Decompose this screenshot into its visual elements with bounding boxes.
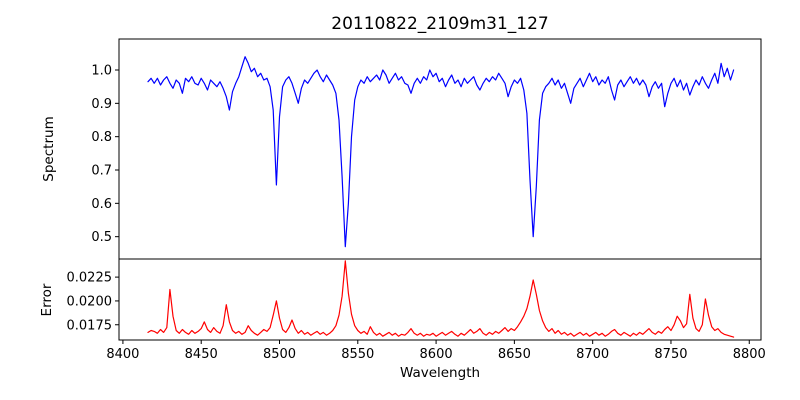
x-axis-label: Wavelength xyxy=(400,365,480,381)
spectrum-y-tick-label: 0.7 xyxy=(91,164,112,179)
error-y-tick-label: 0.0225 xyxy=(67,271,113,286)
x-tick-label: 8450 xyxy=(185,347,218,362)
spectrum-line xyxy=(147,56,735,248)
x-tick-label: 8550 xyxy=(341,347,374,362)
spectrum-y-tick-label: 0.8 xyxy=(91,130,112,145)
figure-title: 20110822_2109m31_127 xyxy=(331,14,548,34)
x-tick-label: 8400 xyxy=(106,347,139,362)
error-y-tick-label: 0.0200 xyxy=(67,294,113,309)
spectrum-y-tick-label: 0.5 xyxy=(91,230,112,245)
spectrum-axes-frame xyxy=(118,38,762,260)
spectrum-y-tick-label: 0.9 xyxy=(91,97,112,112)
x-tick-label: 8600 xyxy=(420,347,453,362)
x-tick-label: 8800 xyxy=(733,347,766,362)
spectrum-y-tick-label: 1.0 xyxy=(91,64,112,79)
axis-ticks: 1.0 0.9 0.8 0.7 0.6 0.5 0.0225 0.0200 0.0175 8400… xyxy=(67,64,766,363)
error-line xyxy=(147,260,735,338)
error-y-axis-label: Error xyxy=(39,283,55,316)
error-axes-frame xyxy=(118,258,762,341)
x-tick-label: 8650 xyxy=(498,347,531,362)
error-y-tick-label: 0.0175 xyxy=(67,318,113,333)
x-tick-label: 8700 xyxy=(576,347,609,362)
spectrum-y-axis-label: Spectrum xyxy=(41,116,57,181)
x-tick-label: 8500 xyxy=(263,347,296,362)
x-tick-label: 8750 xyxy=(654,347,687,362)
spectrum-y-tick-label: 0.6 xyxy=(91,197,112,212)
